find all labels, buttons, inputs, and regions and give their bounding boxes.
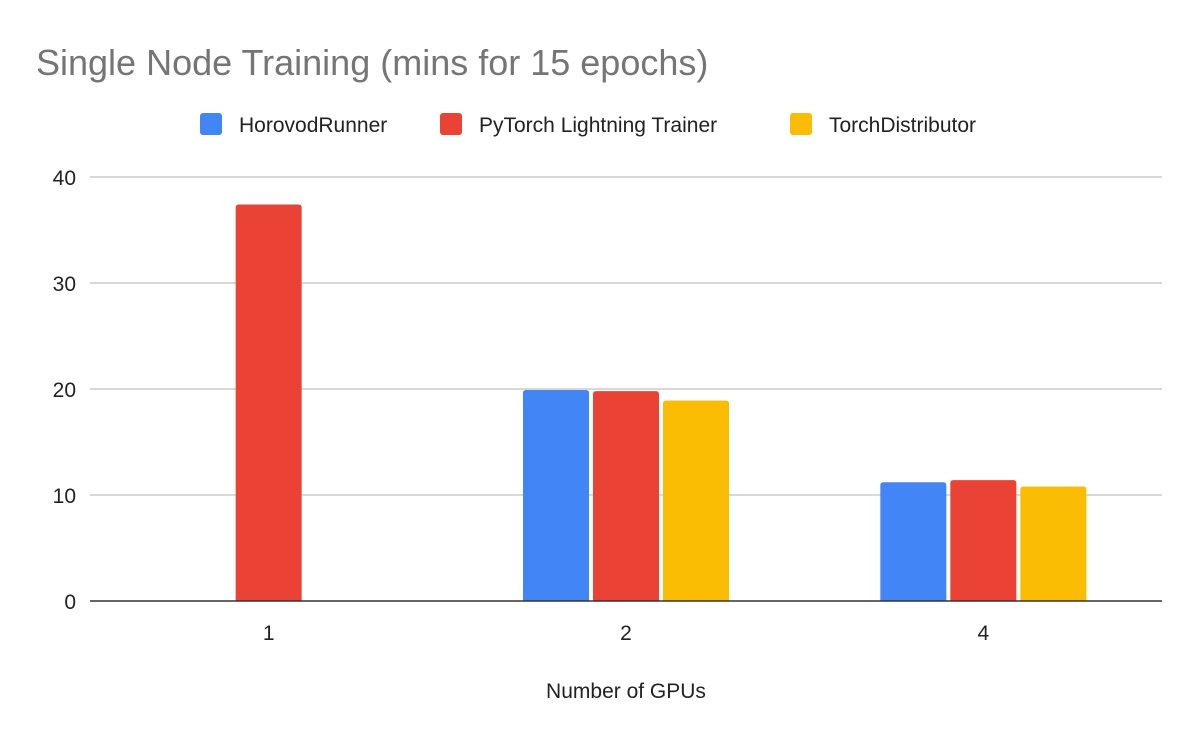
- legend-swatch: [790, 113, 812, 135]
- x-tick-label: 2: [620, 622, 632, 645]
- y-tick-label: 30: [53, 273, 76, 296]
- x-tick-label: 4: [977, 622, 989, 645]
- chart-title: Single Node Training (mins for 15 epochs…: [36, 42, 708, 83]
- bar-torchdistributor-4: [1020, 486, 1087, 601]
- bar-horovodrunner-4: [880, 482, 947, 601]
- bar-pytorch-lightning-trainer-2: [593, 391, 659, 601]
- x-axis-ticks: 1 2 4: [263, 622, 990, 645]
- y-tick-label: 10: [53, 485, 76, 508]
- y-tick-label: 20: [53, 379, 76, 402]
- legend-swatch: [200, 113, 222, 135]
- bar-pytorch-lightning-trainer-1: [235, 204, 302, 601]
- legend-label: HorovodRunner: [239, 114, 387, 137]
- bar-pytorch-lightning-trainer-4: [950, 480, 1017, 601]
- legend-label: PyTorch Lightning Trainer: [479, 114, 717, 137]
- legend-label: TorchDistributor: [829, 114, 976, 137]
- bar-horovodrunner-2: [523, 390, 589, 601]
- legend-swatch: [440, 113, 462, 135]
- x-axis-label: Number of GPUs: [546, 680, 706, 703]
- y-tick-label: 0: [64, 591, 76, 614]
- bar-torchdistributor-2: [663, 400, 729, 601]
- x-tick-label: 1: [263, 622, 275, 645]
- bars: [90, 204, 1162, 602]
- legend: HorovodRunner PyTorch Lightning Trainer To…: [200, 113, 976, 137]
- y-tick-label: 40: [53, 167, 76, 190]
